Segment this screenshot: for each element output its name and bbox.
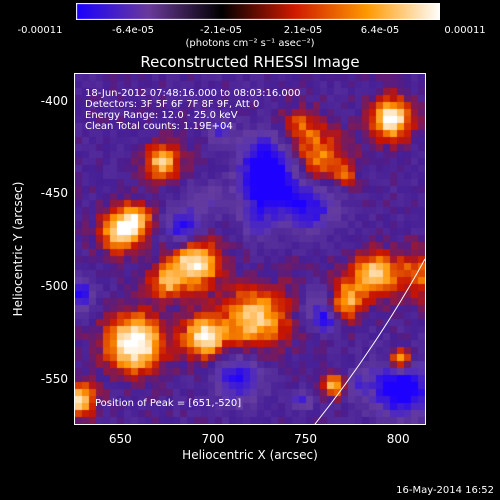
plot-title: Reconstructed RHESSI Image (140, 53, 360, 71)
colorbar-tick-label: -6.4e-05 (112, 25, 154, 36)
x-tick-label: 650 (108, 432, 132, 446)
y-tick-label: -500 (40, 279, 68, 294)
detectors-label: Detectors: 3F 5F 6F 7F 8F 9F, Att 0 (85, 99, 260, 110)
plot-frame: 18-Jun-2012 07:48:16.000 to 08:03:16.000… (74, 73, 426, 425)
y-tick-label: -450 (40, 186, 68, 201)
time-range-label: 18-Jun-2012 07:48:16.000 to 08:03:16.000 (85, 88, 301, 99)
timestamp: 16-May-2014 16:52 (396, 485, 494, 496)
colorbar-tick-label: 2.1e-05 (283, 25, 323, 36)
colorbar-tick-label: 6.4e-05 (360, 25, 400, 36)
y-tick-label: -550 (40, 371, 68, 386)
colorbar-tick-label: 0.00011 (444, 25, 486, 36)
colorbar (76, 3, 440, 20)
limb-line (314, 258, 425, 424)
y-tick-label: -400 (40, 93, 68, 108)
x-axis-label: Heliocentric X (arcsec) (182, 448, 318, 462)
clean-label: Clean Total counts: 1.19E+04 (85, 121, 233, 132)
y-axis-label: Heliocentric Y (arcsec) (11, 181, 25, 317)
colorbar-units: (photons cm⁻² s⁻¹ asec⁻²) (185, 38, 315, 49)
x-tick-label: 700 (201, 432, 225, 446)
x-tick-label: 800 (386, 432, 410, 446)
colorbar-tick-label: -0.00011 (17, 25, 63, 36)
colorbar-tick-label: -2.1e-05 (200, 25, 242, 36)
energy-range-label: Energy Range: 12.0 - 25.0 keV (85, 110, 238, 121)
rhessi-image (75, 74, 425, 424)
peak-position-label: Position of Peak = [651,-520] (95, 398, 242, 409)
x-tick-label: 750 (294, 432, 318, 446)
